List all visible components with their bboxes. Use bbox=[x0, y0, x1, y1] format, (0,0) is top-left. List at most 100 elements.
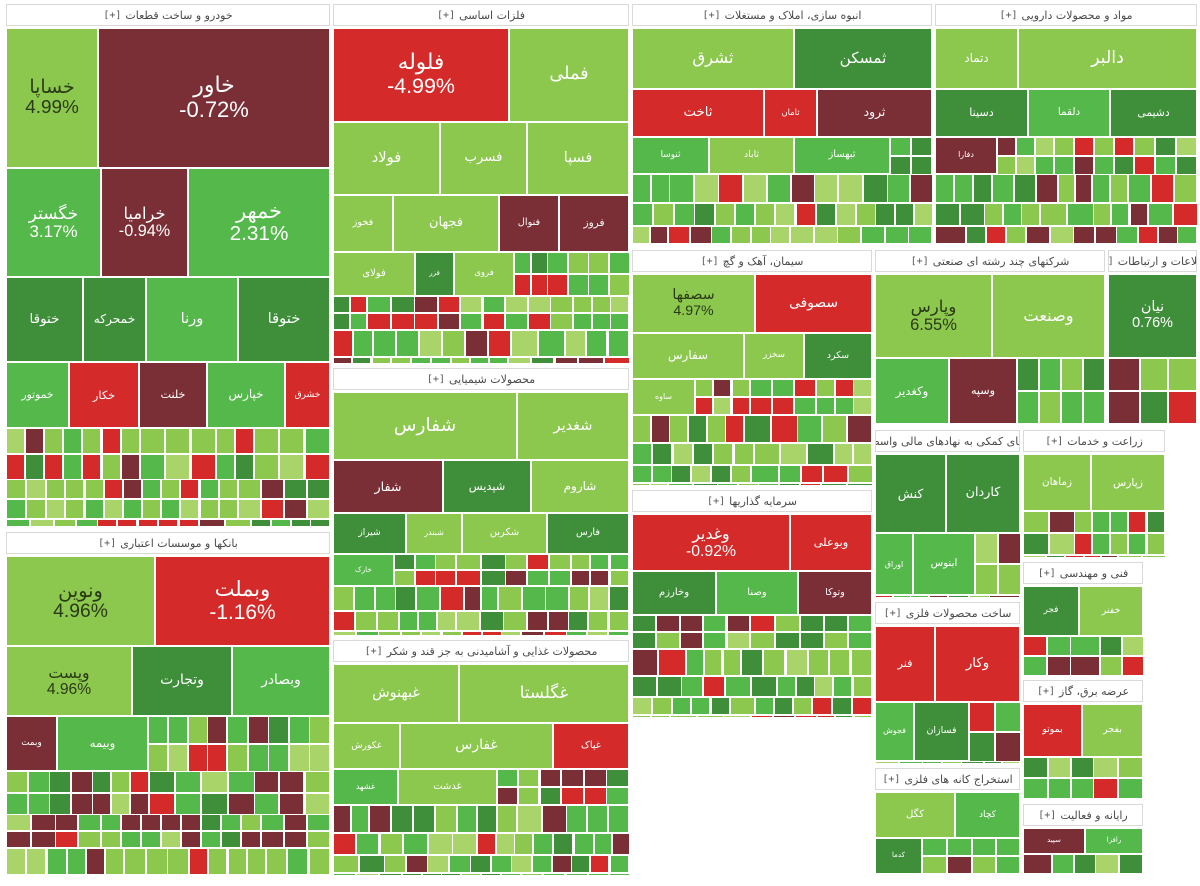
filler-tile[interactable] bbox=[1061, 358, 1083, 391]
sector-header[interactable]: فعالیتهای کمکی به نهادهای مالی واسط[+] bbox=[875, 430, 1020, 452]
filler-tile[interactable] bbox=[1142, 555, 1166, 558]
filler-tile[interactable] bbox=[1155, 156, 1176, 175]
filler-tile[interactable] bbox=[1083, 391, 1105, 424]
filler-tile[interactable] bbox=[81, 875, 101, 877]
filler-tile[interactable] bbox=[794, 397, 816, 415]
stock-tile[interactable]: دالبر bbox=[1018, 28, 1197, 89]
filler-tile[interactable] bbox=[610, 855, 629, 873]
filler-tile[interactable] bbox=[632, 676, 657, 697]
filler-tile[interactable] bbox=[456, 611, 480, 631]
filler-tile[interactable] bbox=[54, 519, 76, 527]
filler-tile[interactable] bbox=[415, 554, 436, 570]
filler-tile[interactable] bbox=[908, 226, 932, 244]
stock-tile[interactable]: فنوال bbox=[499, 195, 559, 252]
filler-tile[interactable] bbox=[652, 465, 672, 483]
filler-tile[interactable] bbox=[998, 533, 1021, 564]
filler-tile[interactable] bbox=[46, 479, 65, 499]
stock-tile[interactable]: ثمسکن bbox=[794, 28, 932, 89]
filler-tile[interactable] bbox=[379, 873, 402, 876]
filler-tile[interactable] bbox=[695, 397, 713, 415]
filler-tile[interactable] bbox=[744, 415, 771, 443]
filler-tile[interactable] bbox=[814, 676, 833, 697]
filler-tile[interactable] bbox=[847, 415, 872, 443]
stock-tile[interactable]: غفارس bbox=[400, 723, 553, 769]
stock-tile[interactable]: دفارا bbox=[935, 137, 997, 174]
filler-tile[interactable] bbox=[414, 296, 438, 313]
filler-tile[interactable] bbox=[632, 649, 658, 676]
filler-tile[interactable] bbox=[1074, 511, 1092, 533]
filler-tile[interactable] bbox=[929, 595, 948, 598]
filler-tile[interactable] bbox=[391, 296, 415, 313]
filler-tile[interactable] bbox=[669, 415, 688, 443]
filler-tile[interactable] bbox=[990, 424, 1010, 426]
filler-tile[interactable] bbox=[1128, 511, 1146, 533]
filler-tile[interactable] bbox=[279, 771, 304, 793]
filler-tile[interactable] bbox=[438, 313, 460, 330]
stock-tile[interactable]: خپارس bbox=[207, 362, 285, 428]
stock-tile[interactable]: ورنا bbox=[146, 277, 238, 362]
filler-tile[interactable] bbox=[141, 814, 161, 831]
filler-tile[interactable] bbox=[829, 649, 850, 676]
filler-tile[interactable] bbox=[994, 244, 1011, 246]
filler-tile[interactable] bbox=[522, 586, 546, 611]
stock-tile[interactable]: فارس bbox=[547, 513, 629, 554]
filler-tile[interactable] bbox=[1050, 226, 1074, 244]
stock-tile[interactable]: فجوش bbox=[875, 702, 914, 761]
filler-tile[interactable] bbox=[772, 379, 794, 397]
filler-tile[interactable] bbox=[102, 454, 121, 480]
filler-tile[interactable] bbox=[550, 296, 573, 313]
filler-tile[interactable] bbox=[816, 397, 835, 415]
filler-tile[interactable] bbox=[307, 831, 330, 848]
filler-tile[interactable] bbox=[309, 848, 330, 875]
filler-tile[interactable] bbox=[574, 833, 594, 855]
filler-tile[interactable] bbox=[588, 252, 609, 274]
filler-tile[interactable] bbox=[305, 793, 330, 815]
filler-tile[interactable] bbox=[632, 465, 652, 483]
stock-tile[interactable]: خمحرکه bbox=[83, 277, 146, 362]
filler-tile[interactable] bbox=[307, 479, 330, 499]
sector-expand-toggle[interactable]: [+] bbox=[882, 773, 901, 785]
filler-tile[interactable] bbox=[632, 174, 651, 203]
filler-tile[interactable] bbox=[587, 805, 608, 833]
filler-tile[interactable] bbox=[55, 814, 78, 831]
filler-tile[interactable] bbox=[227, 716, 248, 744]
stock-tile[interactable]: بفجر bbox=[1082, 704, 1143, 757]
filler-tile[interactable] bbox=[786, 649, 808, 676]
filler-tile[interactable] bbox=[285, 875, 308, 877]
sector-header[interactable]: اطلاعات و ارتباطات[+] bbox=[1108, 250, 1197, 272]
filler-tile[interactable] bbox=[547, 274, 568, 296]
sector-header[interactable]: زراعت و خدمات [+] bbox=[1023, 430, 1165, 452]
filler-tile[interactable] bbox=[776, 244, 797, 246]
stock-tile[interactable]: وسپه bbox=[949, 358, 1017, 424]
filler-tile[interactable] bbox=[6, 428, 25, 454]
filler-tile[interactable] bbox=[671, 465, 691, 483]
filler-tile[interactable] bbox=[350, 313, 367, 330]
filler-tile[interactable] bbox=[851, 649, 872, 676]
filler-tile[interactable] bbox=[461, 873, 481, 876]
filler-tile[interactable] bbox=[167, 848, 189, 875]
filler-tile[interactable] bbox=[356, 833, 379, 855]
sector-header[interactable]: شرکتهای چند رشته ای صنعتی [+] bbox=[875, 250, 1105, 272]
filler-tile[interactable] bbox=[508, 357, 531, 364]
filler-tile[interactable] bbox=[121, 428, 140, 454]
filler-tile[interactable] bbox=[887, 244, 910, 246]
stock-tile[interactable]: کدما bbox=[875, 838, 922, 874]
filler-tile[interactable] bbox=[413, 805, 435, 833]
filler-tile[interactable] bbox=[480, 611, 504, 631]
filler-tile[interactable] bbox=[890, 137, 911, 156]
filler-tile[interactable] bbox=[1110, 511, 1128, 533]
filler-tile[interactable] bbox=[568, 274, 589, 296]
filler-tile[interactable] bbox=[180, 479, 199, 499]
stock-tile[interactable]: وصنا bbox=[716, 571, 798, 615]
filler-tile[interactable] bbox=[780, 443, 807, 465]
filler-tile[interactable] bbox=[333, 855, 359, 873]
filler-tile[interactable] bbox=[111, 793, 130, 815]
filler-tile[interactable] bbox=[1100, 636, 1122, 656]
filler-tile[interactable] bbox=[207, 716, 227, 744]
filler-tile[interactable] bbox=[44, 428, 63, 454]
filler-tile[interactable] bbox=[305, 771, 330, 793]
filler-tile[interactable] bbox=[650, 226, 668, 244]
stock-tile[interactable]: غپاک bbox=[553, 723, 629, 769]
filler-tile[interactable] bbox=[1023, 656, 1047, 676]
filler-tile[interactable] bbox=[1095, 226, 1117, 244]
